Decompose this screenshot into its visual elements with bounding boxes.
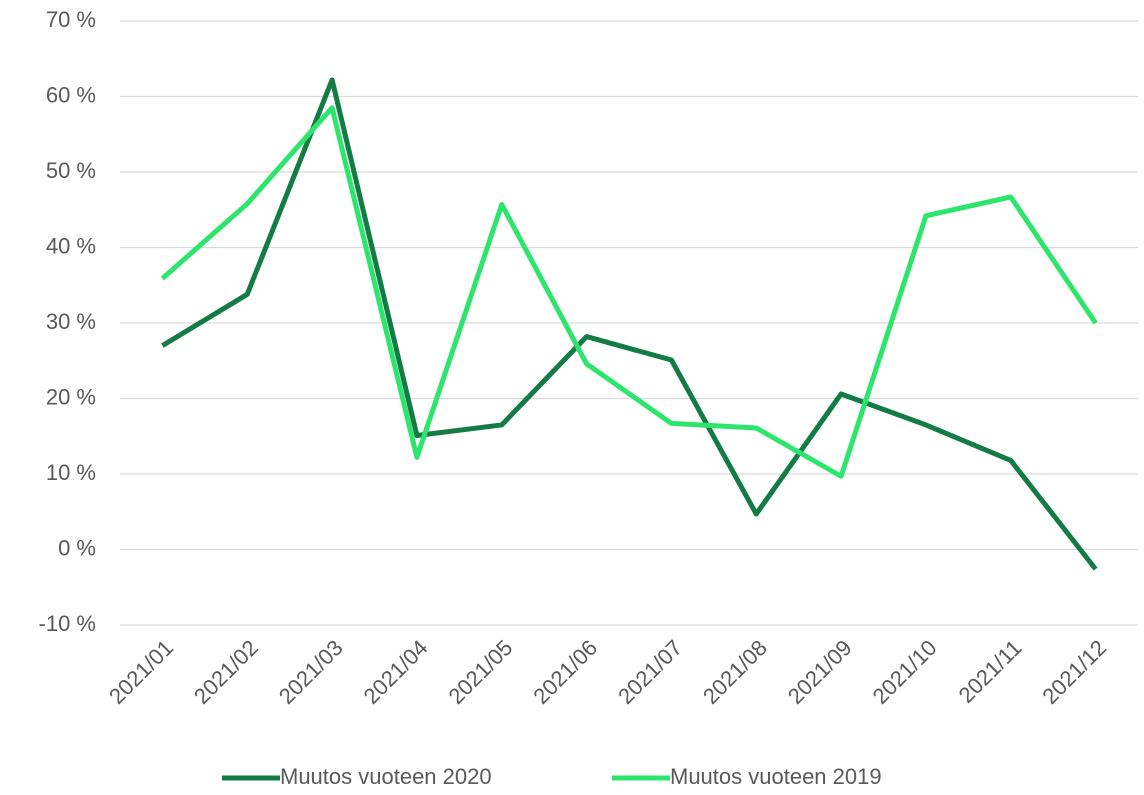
x-tick-label: 2021/08 bbox=[698, 635, 772, 709]
y-tick-label: -10 % bbox=[39, 611, 96, 636]
x-tick-label: 2021/10 bbox=[868, 635, 942, 709]
y-tick-label: 30 % bbox=[46, 309, 96, 334]
x-tick-label: 2021/02 bbox=[189, 635, 263, 709]
y-tick-label: 0 % bbox=[58, 535, 96, 560]
y-tick-label: 20 % bbox=[46, 384, 96, 409]
x-tick-label: 2021/03 bbox=[274, 635, 348, 709]
x-tick-label: 2021/01 bbox=[104, 635, 178, 709]
x-tick-label: 2021/12 bbox=[1037, 635, 1111, 709]
x-tick-label: 2021/07 bbox=[613, 635, 687, 709]
legend-label: Muutos vuoteen 2019 bbox=[670, 764, 882, 789]
y-tick-label: 10 % bbox=[46, 460, 96, 485]
x-tick-label: 2021/11 bbox=[954, 635, 1027, 708]
y-tick-label: 70 % bbox=[46, 7, 96, 32]
x-tick-label: 2021/09 bbox=[783, 635, 857, 709]
x-tick-label: 2021/04 bbox=[359, 635, 433, 709]
y-tick-label: 60 % bbox=[46, 82, 96, 107]
y-tick-label: 40 % bbox=[46, 233, 96, 258]
x-tick-label: 2021/06 bbox=[528, 635, 602, 709]
legend-label: Muutos vuoteen 2020 bbox=[280, 764, 492, 789]
line bbox=[161, 77, 1098, 571]
x-tick-label: 2021/05 bbox=[443, 635, 517, 709]
line bbox=[160, 105, 1098, 479]
y-tick-label: 50 % bbox=[46, 158, 96, 183]
